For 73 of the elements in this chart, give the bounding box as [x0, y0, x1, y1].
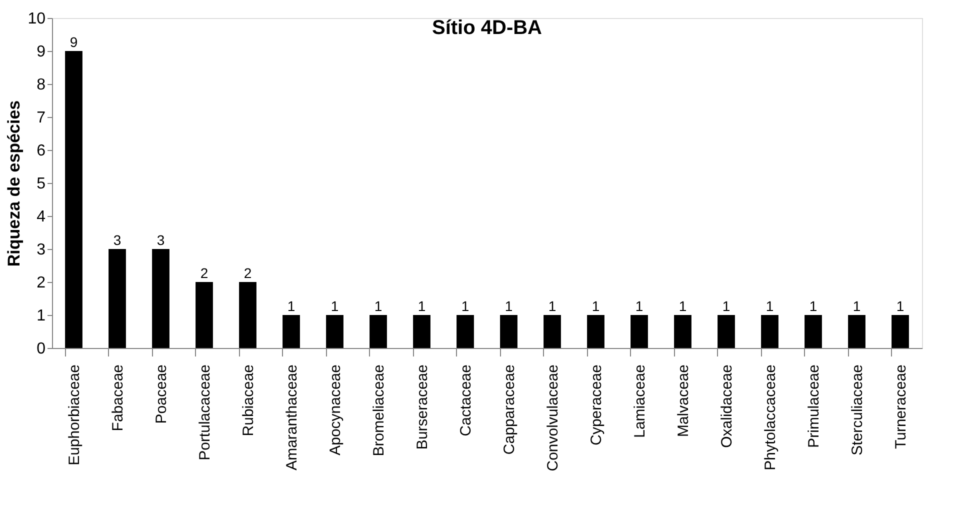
data-label: 1 — [809, 298, 818, 314]
x-tick-label: Burseraceae — [414, 364, 431, 450]
bar — [848, 315, 866, 348]
chart-title: Sítio 4D-BA — [432, 17, 542, 39]
y-tick-label: 10 — [28, 10, 46, 28]
x-tick-label: Bromeliaceae — [370, 364, 388, 456]
bar — [108, 249, 126, 348]
y-tick-label: 8 — [36, 76, 46, 94]
data-label: 1 — [461, 298, 470, 314]
x-tick-label: Turneraceae — [892, 364, 910, 449]
data-label: 1 — [504, 298, 513, 314]
data-label: 2 — [200, 265, 208, 281]
y-tick-label: 4 — [36, 208, 46, 226]
bar — [804, 315, 822, 348]
y-tick-label: 3 — [36, 242, 46, 258]
bar — [239, 282, 256, 348]
x-tick-label: Rubiaceae — [240, 364, 257, 436]
bar — [326, 315, 344, 348]
data-label: 2 — [244, 265, 252, 281]
data-label: 1 — [287, 298, 296, 314]
data-label: 1 — [635, 298, 644, 314]
y-tick-label: 5 — [36, 176, 46, 192]
data-label: 1 — [330, 298, 339, 314]
y-tick-label: 2 — [36, 274, 46, 292]
data-label: 1 — [766, 298, 774, 314]
x-tick-label: Portulacaceae — [196, 364, 214, 460]
x-tick-label: Convolvulaceae — [544, 364, 562, 472]
data-label: 3 — [156, 232, 165, 248]
data-label: 1 — [896, 298, 904, 314]
x-tick-label: Cyperaceae — [588, 364, 605, 446]
data-label: 1 — [374, 298, 382, 314]
bar — [500, 315, 518, 348]
x-tick-label: Phytolaccaceae — [762, 364, 779, 470]
data-label: 1 — [548, 298, 556, 314]
bar — [152, 249, 170, 348]
x-tick-label: Lamiaceae — [631, 364, 648, 438]
x-tick-label: Fabaceae — [109, 364, 126, 432]
bar — [456, 315, 474, 348]
bar — [370, 315, 387, 348]
x-tick-label: Sterculiaceae — [848, 364, 866, 456]
x-tick-label: Euphorbiaceae — [66, 364, 83, 466]
x-tick-label: Apocynaceae — [326, 364, 344, 456]
bar — [413, 315, 430, 348]
bar — [718, 315, 735, 348]
y-tick-label: 9 — [36, 44, 46, 60]
x-tick-label: Capparaceae — [500, 364, 518, 455]
x-tick-label: Malvaceae — [674, 364, 692, 438]
data-label: 1 — [678, 298, 687, 314]
data-label: 1 — [418, 298, 426, 314]
y-tick-label: 1 — [36, 308, 46, 324]
bar — [761, 315, 778, 348]
x-tick-label: Amaranthaceae — [283, 364, 300, 470]
data-label: 3 — [113, 232, 122, 248]
x-tick-label: Cactaceae — [457, 364, 474, 436]
bar — [282, 315, 300, 348]
data-label: 1 — [852, 298, 861, 314]
data-label: 1 — [722, 298, 730, 314]
bar — [892, 315, 909, 348]
bar — [587, 315, 604, 348]
y-tick-label: 0 — [36, 340, 46, 358]
bar — [630, 315, 648, 348]
bar — [65, 51, 82, 348]
y-axis-title: Riqueza de espécies — [4, 100, 24, 267]
x-tick-label: Oxalidaceae — [718, 364, 736, 448]
data-label: 9 — [70, 34, 78, 50]
x-tick-label: Poaceae — [152, 364, 170, 424]
y-tick-label: 6 — [36, 142, 46, 160]
bar — [544, 315, 561, 348]
data-label: 1 — [592, 298, 600, 314]
x-tick-label: Primulaceae — [805, 364, 822, 448]
bar — [674, 315, 692, 348]
bar — [196, 282, 213, 348]
y-tick-label: 7 — [36, 110, 46, 126]
